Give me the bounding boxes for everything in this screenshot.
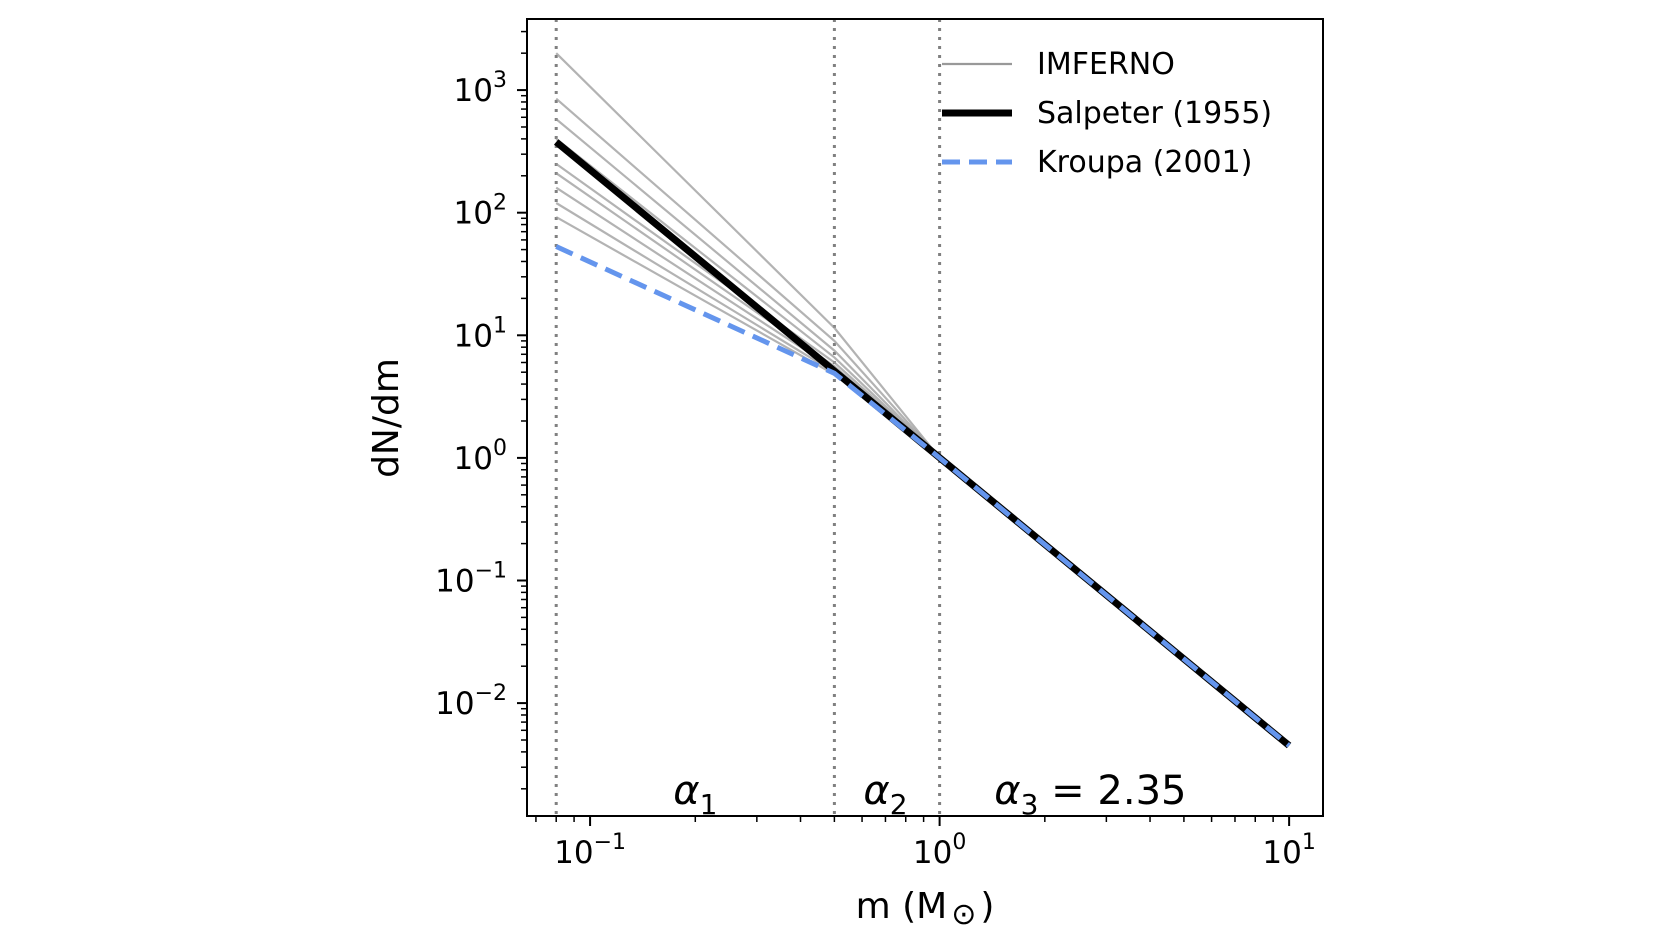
x-tick-label: 101 xyxy=(1262,830,1315,871)
plot-frame xyxy=(526,18,1324,817)
y-tick-label: 102 xyxy=(454,191,507,232)
y-tick-label: 10−1 xyxy=(435,558,507,599)
series-line-imferno-8 xyxy=(555,186,1290,747)
x-tick-label: 10−1 xyxy=(554,830,626,871)
region-labels: α1 α2 α3 = 2.35 xyxy=(673,768,1186,821)
x-tick-label: 100 xyxy=(913,830,966,871)
region-label-2: α3 = 2.35 xyxy=(994,768,1186,821)
series-line-imferno-9 xyxy=(555,202,1290,747)
vertical-guide-lines xyxy=(554,19,942,816)
y-tick-label: 101 xyxy=(454,313,507,354)
y-tick-label: 10−2 xyxy=(435,681,507,722)
region-label-0: α1 xyxy=(673,768,717,821)
y-axis-label: dN/dm xyxy=(366,358,407,478)
legend-label-0: IMFERNO xyxy=(1037,47,1175,82)
series-line-kroupa-2001-1 xyxy=(555,244,1291,748)
series-lines xyxy=(553,52,1292,749)
series-line-imferno-3 xyxy=(555,97,1290,747)
y-tick-label: 103 xyxy=(454,68,507,109)
y-tick-label: 100 xyxy=(454,436,507,477)
x-axis-label: m (M ⊙) xyxy=(856,886,995,932)
legend-label-1: Salpeter (1955) xyxy=(1037,96,1272,131)
axis-ticks: 10−1 100 101 10−2 10−1 100 101 102 103 xyxy=(435,30,1316,871)
legend-label-2: Kroupa (2001) xyxy=(1037,145,1252,180)
legend: IMFERNO Salpeter (1955) Kroupa (2001) xyxy=(942,47,1272,180)
region-label-1: α2 xyxy=(863,768,907,821)
